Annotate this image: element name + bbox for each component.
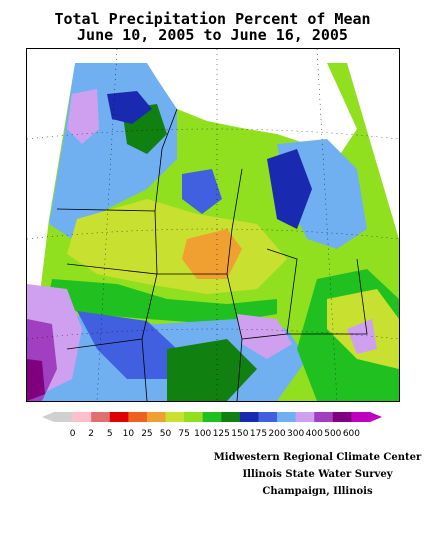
legend-label: 2 xyxy=(88,429,94,439)
map-field-nw-lavender xyxy=(67,89,99,144)
legend-label: 175 xyxy=(250,429,267,439)
credit-center: Midwestern Regional Climate Center xyxy=(213,452,422,463)
legend-swatch xyxy=(146,412,167,422)
color-legend: 0 2 5 10 25 50 75 100 125 150 175 200 300 400 500 600 xyxy=(40,412,384,442)
legend-swatch xyxy=(351,412,371,422)
legend-swatch xyxy=(295,412,315,422)
legend-swatch xyxy=(165,412,185,422)
map-field-lakes-white xyxy=(147,63,357,159)
legend-label: 5 xyxy=(107,429,113,439)
legend-label: 500 xyxy=(324,429,341,439)
map-field-se-darkgreen xyxy=(167,339,257,401)
legend-swatch xyxy=(202,412,222,422)
map-field-sw-purple xyxy=(27,359,45,401)
legend-right-arrow xyxy=(370,412,382,422)
map-field-south-navy xyxy=(77,311,177,379)
legend-label: 200 xyxy=(268,429,285,439)
map-field-east-navy xyxy=(267,149,312,229)
map-field-se-lavender xyxy=(347,319,377,354)
legend-swatch xyxy=(277,412,297,422)
legend-label: 50 xyxy=(160,429,172,439)
map-field-north-navy xyxy=(107,91,152,124)
legend-swatch xyxy=(184,412,204,422)
legend-swatch xyxy=(72,412,92,422)
legend-swatch xyxy=(258,412,278,422)
legend-swatch xyxy=(314,412,334,422)
graticule xyxy=(27,49,399,401)
legend-swatch xyxy=(221,412,241,422)
legend-left-arrow xyxy=(42,412,54,422)
map-mask-left xyxy=(27,49,75,249)
legend-swatch xyxy=(54,412,74,422)
state-boundaries xyxy=(56,108,368,401)
legend-label: 75 xyxy=(178,429,189,439)
credit-survey: Illinois State Water Survey xyxy=(242,469,393,480)
map-field-green-band xyxy=(47,279,277,324)
map-mask-right xyxy=(347,49,399,239)
legend-swatch xyxy=(239,412,259,422)
map-title: Total Precipitation Percent of Mean xyxy=(54,10,371,28)
map-field-orange xyxy=(182,229,242,279)
legend-label: 100 xyxy=(194,429,211,439)
credit-location: Champaign, Illinois xyxy=(262,486,373,497)
legend-label: 400 xyxy=(306,429,323,439)
legend-swatch xyxy=(128,412,148,422)
precipitation-map xyxy=(26,48,400,402)
legend-swatch xyxy=(109,412,129,422)
legend-label: 600 xyxy=(343,429,360,439)
map-field-mid-blue xyxy=(182,169,222,214)
legend-label: 10 xyxy=(123,429,135,439)
legend-label: 125 xyxy=(213,429,230,439)
legend-label: 300 xyxy=(287,429,304,439)
map-date-range: June 10, 2005 to June 16, 2005 xyxy=(77,26,348,44)
legend-swatch xyxy=(332,412,352,422)
legend-label: 150 xyxy=(231,429,248,439)
legend-label: 25 xyxy=(141,429,152,439)
legend-label: 0 xyxy=(70,429,76,439)
legend-swatch xyxy=(91,412,111,422)
